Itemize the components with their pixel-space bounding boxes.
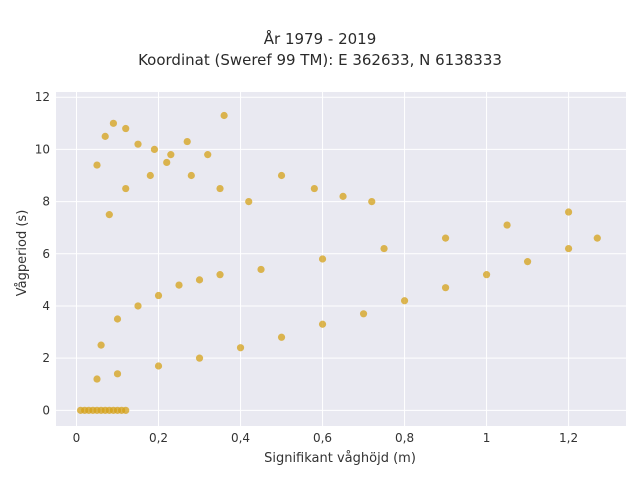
data-point [195,354,204,362]
data-point [368,197,376,206]
y-tick-label: 0 [42,403,50,417]
data-point [113,370,122,378]
data-point [564,208,573,216]
x-tick-label: 0,2 [149,431,168,445]
data-point [97,341,105,349]
data-point [109,119,118,127]
data-point [134,302,142,310]
data-point [167,151,175,159]
x-axis-label: Signifikant våghöjd (m) [264,451,416,466]
data-point [204,151,212,159]
x-axis-ticks: 0 0,2 0,4 0,6 0,8 1 1,2 [73,431,578,445]
data-point [380,244,388,253]
data-point [441,284,450,292]
y-tick-label: 12 [35,90,50,104]
data-point [482,271,491,279]
x-tick-label: 0,4 [231,431,250,445]
data-points [77,111,601,414]
y-tick-label: 6 [42,247,50,261]
data-point [105,211,113,219]
data-point [122,124,130,133]
data-point [113,315,122,323]
data-point [593,234,601,242]
y-axis-ticks: 0 2 4 6 8 10 12 [35,90,50,417]
x-tick-label: 1 [483,431,491,445]
y-tick-label: 4 [42,299,50,313]
data-point [400,297,409,305]
data-point [245,197,253,206]
data-point [277,333,286,341]
data-point [236,344,245,352]
y-tick-label: 2 [42,351,50,365]
data-point [101,132,109,140]
data-point [359,310,368,318]
data-point [93,375,101,383]
data-point [163,158,171,167]
data-point [257,265,265,274]
data-point [93,161,101,169]
data-point [183,137,191,146]
data-point [564,244,573,253]
data-point [310,184,318,193]
data-point [122,184,130,193]
y-tick-label: 8 [42,195,50,209]
x-tick-label: 1,2 [559,431,578,445]
data-point [150,145,159,154]
data-point [277,171,286,180]
x-tick-label: 0 [73,431,81,445]
data-point [523,258,532,266]
y-axis-label: Vågperiod (s) [15,210,30,297]
data-point [220,111,228,120]
data-point [318,320,327,328]
data-point [154,291,163,300]
data-point [318,255,327,263]
grid-lines [56,92,626,426]
data-point [503,221,511,229]
data-point [339,192,347,200]
data-point [441,234,450,242]
data-point [216,271,224,279]
data-point [175,281,183,289]
chart-title-line-2: Koordinat (Sweref 99 TM): E 362633, N 61… [138,51,502,69]
x-tick-label: 0,6 [313,431,332,445]
chart-title-line-1: År 1979 - 2019 [263,30,377,48]
data-point [195,276,204,284]
data-point [216,184,224,193]
data-point [122,406,130,414]
data-point [146,171,154,180]
data-point [134,140,142,148]
data-point [187,171,195,180]
x-tick-label: 0,8 [395,431,414,445]
plot-background [56,92,626,426]
data-point [154,362,163,370]
y-tick-label: 10 [35,142,50,156]
